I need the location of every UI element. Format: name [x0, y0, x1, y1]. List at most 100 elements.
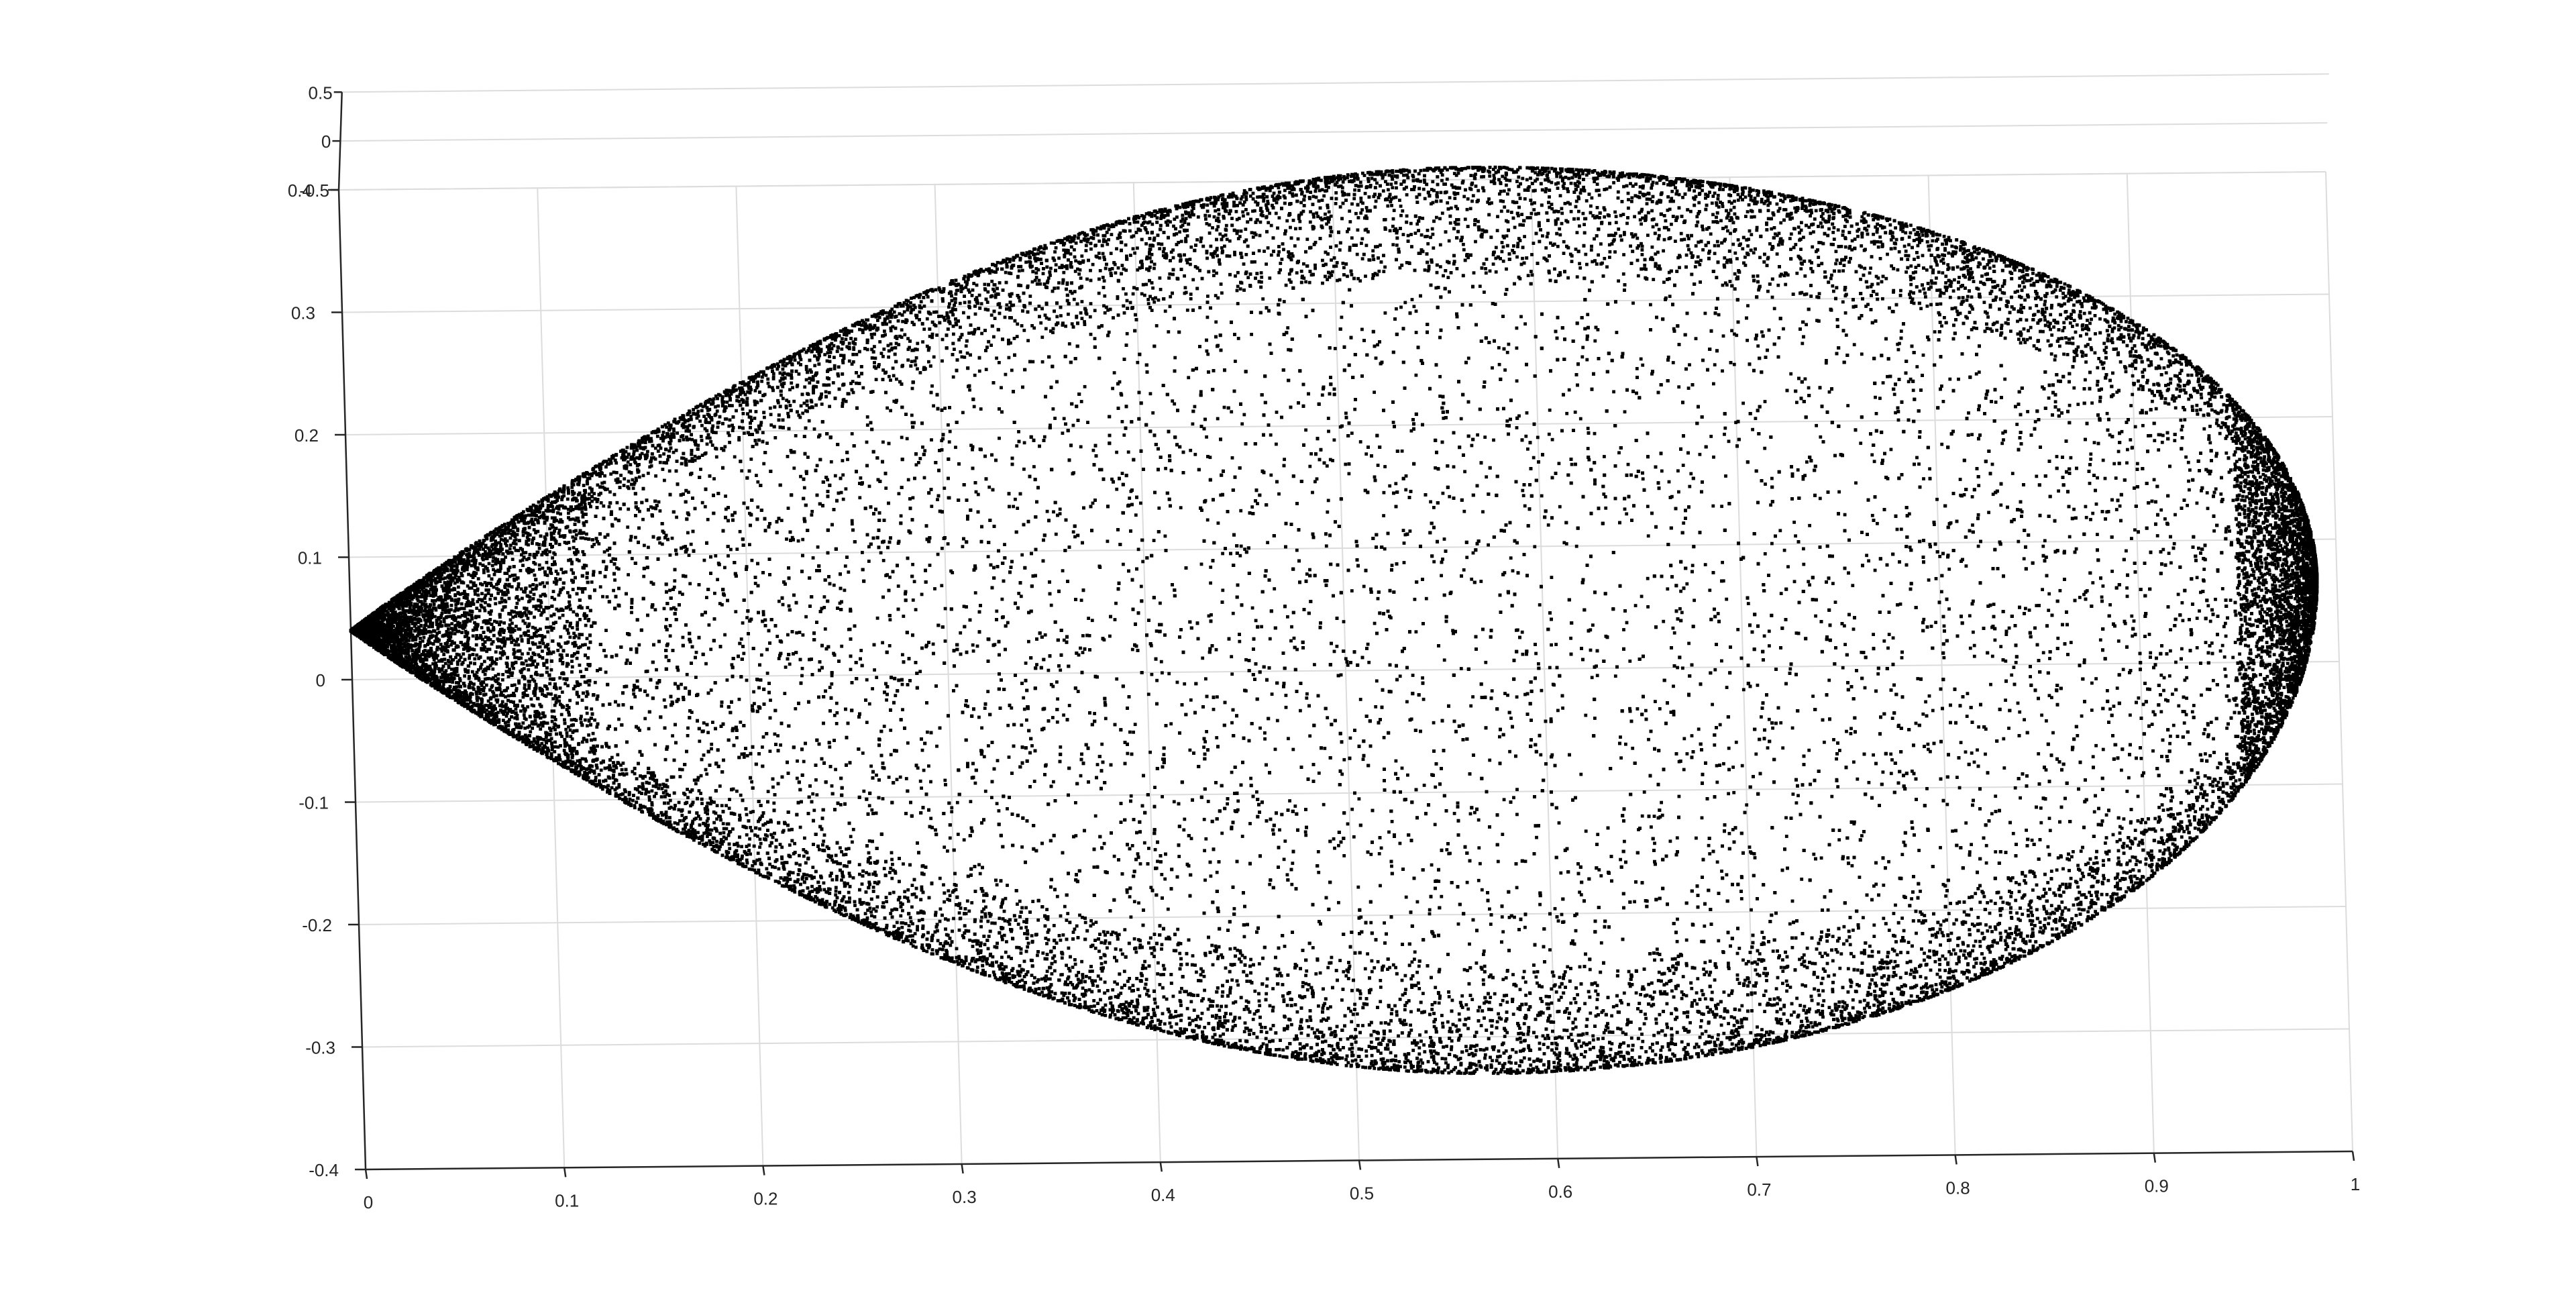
data-point [1443, 537, 1446, 541]
data-point [1143, 841, 1146, 845]
data-point [1020, 594, 1023, 598]
data-point [1161, 795, 1164, 798]
data-point [2114, 476, 2118, 480]
data-point [2200, 694, 2203, 697]
data-point [1122, 563, 1125, 566]
data-point [631, 557, 634, 560]
data-point [1387, 831, 1391, 834]
data-point [1756, 684, 1760, 687]
data-point [948, 440, 951, 443]
data-point [1500, 209, 1503, 213]
data-point [1395, 307, 1398, 311]
data-point [1862, 916, 1865, 919]
data-point [706, 731, 710, 734]
data-point [1327, 430, 1330, 433]
data-point [865, 441, 869, 444]
data-point [2017, 540, 2020, 543]
data-point [996, 802, 999, 805]
data-point [1217, 521, 1220, 525]
data-point [1688, 485, 1691, 488]
data-point [1672, 684, 1675, 688]
data-point [846, 458, 849, 461]
data-point [1230, 655, 1233, 658]
data-point [773, 436, 777, 439]
data-point [637, 643, 641, 647]
data-point [2177, 593, 2180, 596]
data-point [1819, 435, 1822, 439]
data-point [1467, 357, 1470, 360]
data-point [2180, 647, 2184, 651]
data-point [1808, 583, 1811, 586]
data-point [1900, 853, 1904, 856]
data-point [1409, 529, 1412, 533]
data-point [2182, 619, 2185, 623]
data-point [1942, 400, 1945, 403]
axes [328, 92, 2354, 1179]
data-point [900, 436, 904, 439]
data-point [1708, 852, 1711, 855]
data-point [1735, 741, 1738, 744]
data-point [1432, 560, 1436, 564]
data-point [2151, 749, 2155, 753]
data-point [995, 610, 998, 613]
data-point [2092, 755, 2095, 758]
data-point [614, 517, 617, 521]
data-point [1277, 492, 1281, 496]
data-point [1238, 640, 1241, 643]
data-point [968, 963, 971, 966]
data-point [1359, 698, 1362, 701]
data-point [643, 544, 646, 547]
data-point [1678, 607, 1682, 611]
data-point [1746, 304, 1750, 307]
data-point [1513, 916, 1516, 919]
data-point [1867, 560, 1870, 563]
data-point [1704, 312, 1707, 315]
data-point [2174, 661, 2178, 664]
data-point [1155, 324, 1159, 327]
data-point [1017, 430, 1020, 433]
data-point [1617, 451, 1621, 454]
data-point [1670, 1012, 1673, 1015]
data-point [1837, 490, 1841, 494]
data-point [935, 745, 938, 748]
data-point [654, 608, 657, 611]
data-point [1216, 871, 1219, 874]
data-point [1073, 298, 1076, 301]
data-point [1483, 949, 1486, 953]
data-point [1395, 760, 1398, 763]
data-point [642, 575, 645, 578]
data-point [1915, 365, 1919, 368]
data-point [1658, 707, 1662, 711]
data-point [1919, 890, 1922, 893]
data-point [1205, 435, 1208, 439]
data-point [1661, 814, 1664, 817]
data-point [888, 871, 892, 874]
data-point [1160, 660, 1163, 664]
data-point [1934, 621, 1937, 624]
data-point [1764, 552, 1767, 556]
data-point [1585, 829, 1588, 833]
data-point [1765, 979, 1768, 982]
data-point [1977, 513, 1980, 517]
data-point [2002, 438, 2005, 441]
data-point [2118, 505, 2122, 508]
data-point [2131, 855, 2134, 859]
data-point [1999, 645, 2002, 648]
data-point [2000, 441, 2004, 445]
data-point [1139, 862, 1142, 866]
data-point [1440, 895, 1443, 898]
data-point [2085, 516, 2088, 519]
data-point [533, 593, 536, 596]
data-point [1882, 884, 1885, 887]
data-point [923, 449, 926, 452]
data-point [1682, 737, 1686, 741]
data-point [686, 734, 690, 737]
data-point [1377, 464, 1380, 467]
data-point [1051, 716, 1055, 719]
data-point [1593, 717, 1597, 720]
data-point [1976, 916, 1980, 919]
data-point [786, 633, 790, 637]
data-point [2072, 386, 2076, 390]
data-point [551, 556, 554, 560]
data-point [1523, 322, 1527, 325]
